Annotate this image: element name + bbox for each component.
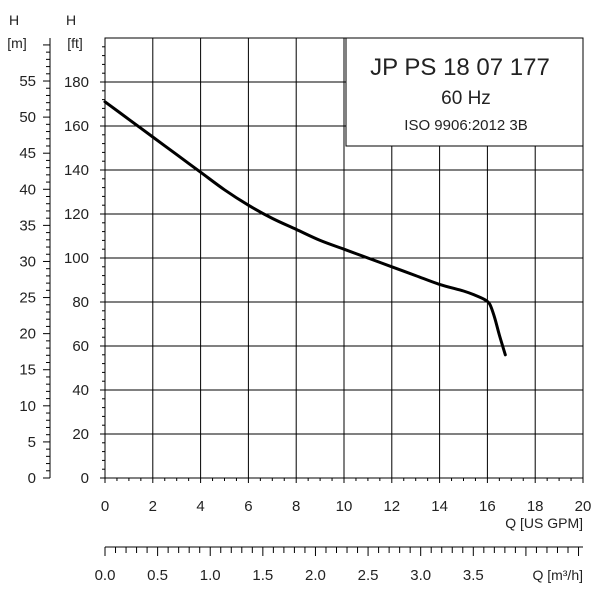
x2-axis-title: Q [m³/h] [532, 567, 583, 583]
axes: 0204060801001201401601800510152025303540… [19, 38, 591, 584]
title-box-frame [345, 37, 584, 147]
x-tick-label: 12 [383, 498, 400, 515]
y2-tick-label: 40 [19, 181, 36, 198]
x-tick-label: 8 [292, 498, 300, 515]
y-tick-label: 80 [72, 294, 89, 311]
x2-tick-label: 1.5 [252, 567, 273, 584]
y2-tick-label: 5 [28, 434, 36, 451]
x-tick-label: 0 [101, 498, 109, 515]
x-tick-label: 18 [527, 498, 544, 515]
x-tick-label: 2 [149, 498, 157, 515]
y2-tick-label: 25 [19, 290, 36, 307]
y-axis-symbol: H [66, 12, 76, 28]
chart-standard: ISO 9906:2012 3B [404, 117, 527, 134]
x-tick-label: 14 [431, 498, 448, 515]
x2-tick-label: 0.5 [147, 567, 168, 584]
y2-tick-label: 35 [19, 217, 36, 234]
y2-tick-label: 50 [19, 109, 36, 126]
y-tick-label: 0 [81, 470, 89, 487]
x-tick-label: 10 [336, 498, 353, 515]
y2-tick-label: 30 [19, 253, 36, 270]
y-tick-label: 20 [72, 426, 89, 443]
x2-tick-label: 3.5 [463, 567, 484, 584]
y-tick-label: 40 [72, 382, 89, 399]
y-tick-label: 120 [64, 206, 89, 223]
y2-tick-label: 10 [19, 398, 36, 415]
y-tick-label: 160 [64, 118, 89, 135]
y2-tick-label: 20 [19, 326, 36, 343]
y-tick-label: 60 [72, 338, 89, 355]
y-tick-label: 100 [64, 250, 89, 267]
y2-tick-label: 15 [19, 362, 36, 379]
x-axis-title: Q [US GPM] [505, 515, 583, 531]
x-tick-label: 6 [244, 498, 252, 515]
y2-tick-label: 45 [19, 145, 36, 162]
x-tick-label: 16 [479, 498, 496, 515]
x2-tick-label: 0.0 [95, 567, 116, 584]
series-layer [103, 100, 507, 357]
chart-title: JP PS 18 07 177 [370, 54, 550, 81]
y2-tick-label: 0 [28, 470, 36, 487]
y2-tick-label: 55 [19, 73, 36, 90]
x2-tick-label: 2.5 [358, 567, 379, 584]
x-tick-label: 4 [196, 498, 204, 515]
title-box: JP PS 18 07 177 60 Hz ISO 9906:2012 3B [345, 37, 584, 147]
x2-tick-label: 2.0 [305, 567, 326, 584]
y-tick-label: 140 [64, 162, 89, 179]
y-axis-unit: [ft] [67, 35, 83, 51]
x2-tick-label: 3.0 [410, 567, 431, 584]
y2-axis-symbol: H [9, 12, 19, 28]
series-line [103, 100, 507, 357]
x-tick-label: 20 [575, 498, 592, 515]
y2-axis-unit: [m] [7, 35, 26, 51]
y-tick-label: 180 [64, 74, 89, 91]
x2-tick-label: 1.0 [200, 567, 221, 584]
chart-subtitle: 60 Hz [441, 88, 491, 109]
